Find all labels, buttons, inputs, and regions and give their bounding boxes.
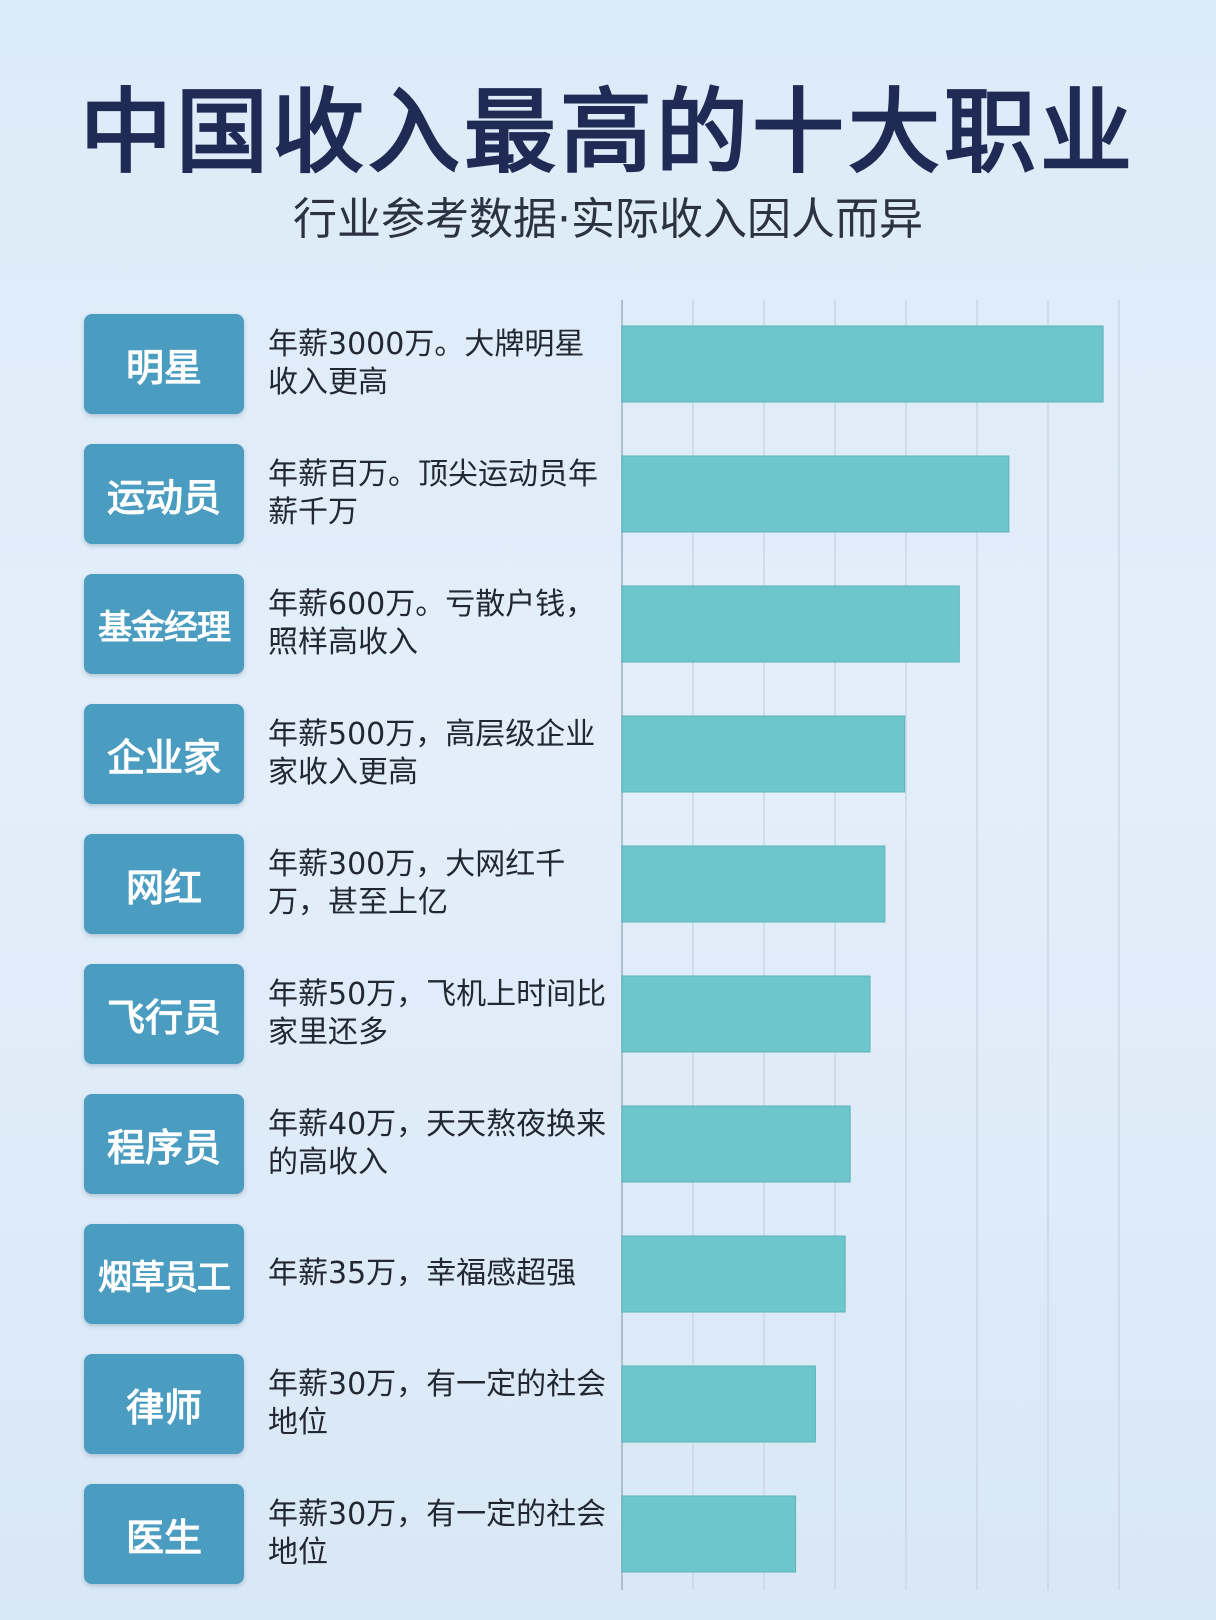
page-subtitle: 行业参考数据·实际收入因人而异	[293, 194, 923, 245]
category-label: 明星	[84, 314, 244, 414]
category-description: 年薪30万，有一定的社会地位	[268, 1497, 607, 1570]
category-description: 年薪3000万。大牌明星收入更高	[268, 327, 585, 400]
category-label: 烟草员工	[84, 1224, 244, 1324]
category-label: 运动员	[84, 444, 244, 544]
category-label: 程序员	[84, 1094, 244, 1194]
category-description: 年薪百万。顶尖运动员年薪千万	[268, 457, 598, 530]
category-description: 年薪500万，高层级企业家收入更高	[268, 717, 596, 790]
category-label: 基金经理	[84, 574, 244, 674]
bar	[621, 585, 960, 663]
bar	[621, 455, 1010, 533]
category-label: 企业家	[84, 704, 244, 804]
bar	[621, 1235, 846, 1313]
category-label: 网红	[84, 834, 244, 934]
bar	[621, 325, 1104, 403]
category-description: 年薪600万。亏散户钱，照样高收入	[268, 587, 596, 660]
bar	[621, 1105, 851, 1183]
category-label: 医生	[84, 1484, 244, 1584]
bar	[621, 1365, 816, 1443]
bar	[621, 1495, 797, 1573]
category-description: 年薪30万，有一定的社会地位	[268, 1367, 607, 1440]
bar	[621, 845, 886, 923]
category-label: 飞行员	[84, 964, 244, 1064]
category-description: 年薪50万，飞机上时间比家里还多	[268, 977, 607, 1050]
category-description: 年薪300万，大网红千万，甚至上亿	[268, 847, 566, 920]
category-description: 年薪35万，幸福感超强	[268, 1256, 577, 1291]
bar	[621, 715, 906, 793]
bar	[621, 975, 871, 1053]
page-title: 中国收入最高的十大职业	[79, 79, 1136, 186]
category-description: 年薪40万，天天熬夜换来的高收入	[268, 1107, 607, 1180]
category-label: 律师	[84, 1354, 244, 1454]
